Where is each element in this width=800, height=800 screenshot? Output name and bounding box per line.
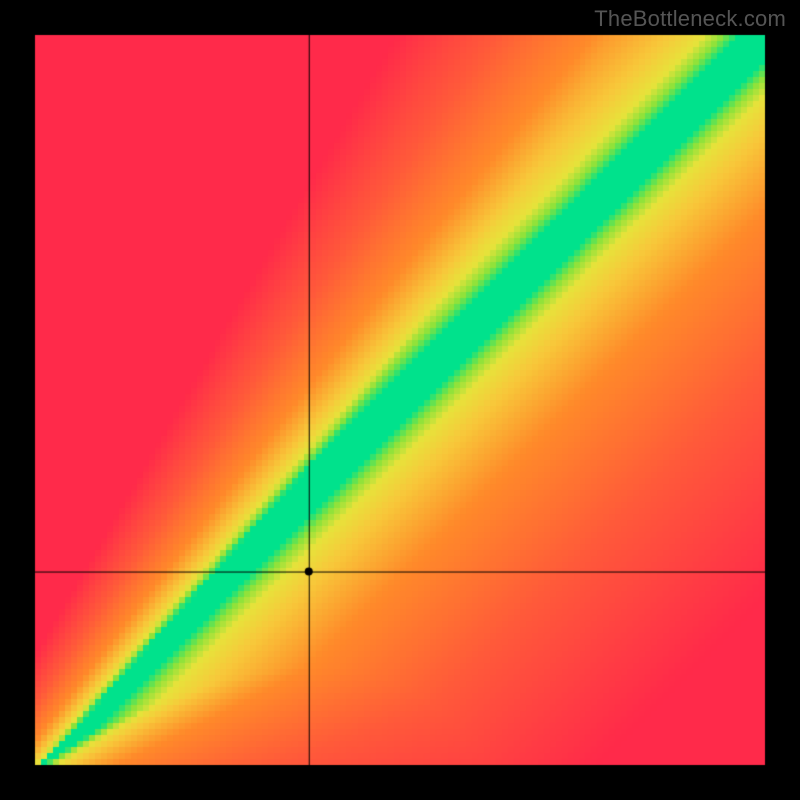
watermark-text: TheBottleneck.com: [594, 6, 786, 32]
chart-container: { "watermark": "TheBottleneck.com", "cha…: [0, 0, 800, 800]
heatmap-canvas: [0, 0, 800, 800]
